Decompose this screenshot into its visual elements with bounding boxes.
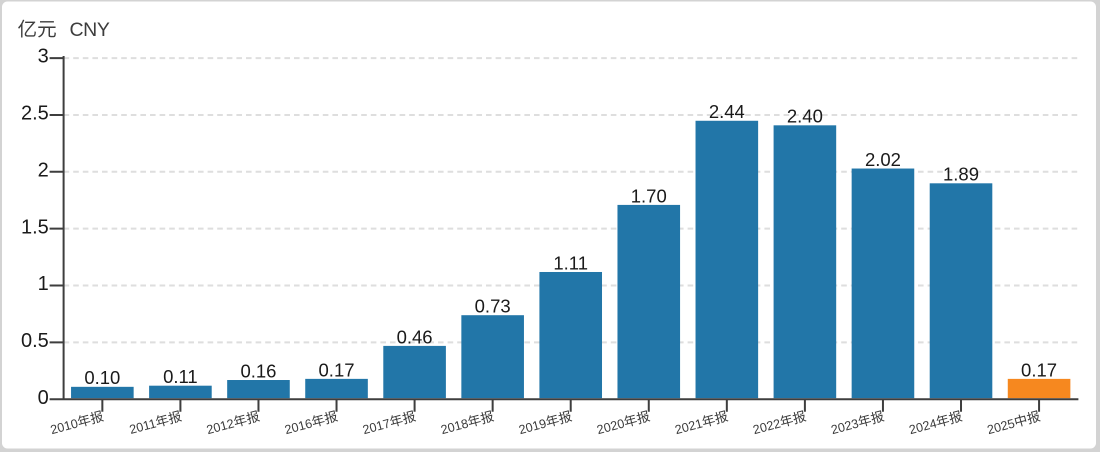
- svg-text:2025: 2025: [986, 416, 1017, 437]
- svg-text:2022: 2022: [751, 416, 782, 437]
- svg-text:2021: 2021: [673, 416, 704, 437]
- svg-text:2017: 2017: [361, 416, 392, 437]
- svg-text:2010: 2010: [49, 416, 80, 437]
- svg-text:0.11: 0.11: [163, 366, 198, 387]
- svg-text:0.17: 0.17: [319, 359, 355, 380]
- svg-text:2020: 2020: [595, 416, 626, 437]
- svg-text:2019: 2019: [517, 416, 548, 437]
- svg-text:2012: 2012: [205, 416, 236, 437]
- svg-text:CNY: CNY: [70, 19, 110, 41]
- svg-text:2018: 2018: [439, 416, 470, 437]
- svg-text:2.5: 2.5: [21, 103, 49, 125]
- svg-text:0.5: 0.5: [21, 330, 49, 352]
- svg-text:2.44: 2.44: [709, 101, 745, 122]
- svg-text:0.16: 0.16: [240, 360, 276, 381]
- svg-text:2024: 2024: [908, 416, 939, 437]
- svg-text:0: 0: [38, 387, 49, 409]
- svg-text:0.73: 0.73: [475, 296, 511, 317]
- svg-text:0.46: 0.46: [397, 326, 433, 347]
- svg-text:1.70: 1.70: [631, 185, 667, 206]
- svg-text:1.5: 1.5: [21, 216, 49, 238]
- svg-text:2023: 2023: [830, 416, 861, 437]
- svg-text:0.17: 0.17: [1021, 359, 1057, 380]
- svg-text:3: 3: [38, 46, 49, 68]
- svg-text:1.89: 1.89: [943, 164, 979, 185]
- svg-text:2011: 2011: [128, 416, 158, 437]
- svg-text:0.10: 0.10: [84, 367, 120, 388]
- svg-text:1: 1: [38, 273, 49, 295]
- svg-text:2.02: 2.02: [865, 149, 901, 170]
- svg-text:1.11: 1.11: [553, 252, 588, 273]
- svg-text:2016: 2016: [283, 416, 314, 437]
- svg-text:2.40: 2.40: [787, 106, 823, 127]
- svg-text:2: 2: [38, 159, 49, 181]
